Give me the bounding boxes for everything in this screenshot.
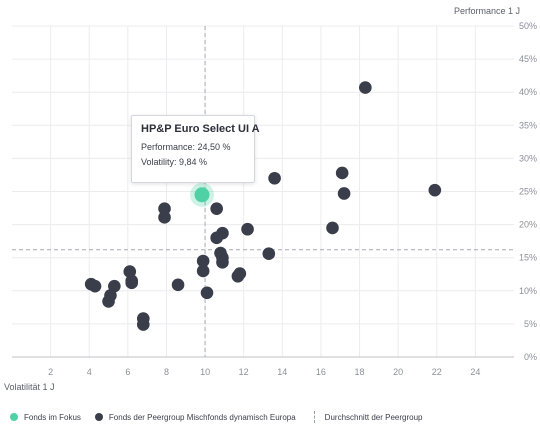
peer-data-point[interactable] bbox=[200, 286, 214, 300]
tooltip-volatility: Volatility: 9,84 % bbox=[141, 157, 208, 167]
peer-points bbox=[84, 81, 442, 331]
y-tick-label: 5% bbox=[524, 319, 537, 329]
legend-item-average[interactable]: Durchschnitt der Peergroup bbox=[310, 411, 423, 423]
x-tick-label: 8 bbox=[164, 367, 169, 377]
peer-data-point[interactable] bbox=[102, 295, 115, 308]
peer-data-point[interactable] bbox=[326, 221, 339, 235]
x-tick-label: 22 bbox=[432, 367, 442, 377]
x-axis-title: Volatilität 1 J bbox=[4, 382, 55, 392]
peer-data-point[interactable] bbox=[125, 274, 139, 288]
legend-focus-swatch bbox=[10, 413, 18, 421]
x-tick-label: 24 bbox=[470, 367, 480, 377]
peer-data-point[interactable] bbox=[241, 222, 254, 236]
y-tick-label: 45% bbox=[519, 54, 537, 64]
y-tick-label: 0% bbox=[524, 352, 537, 362]
peer-data-point[interactable] bbox=[88, 279, 102, 293]
y-axis-ticks: 0% 5% 10% 15% 20% 25% 30% 35% 40% 45% 50% bbox=[519, 21, 537, 362]
y-axis-title: Performance 1 J bbox=[454, 6, 520, 16]
x-tick-label: 10 bbox=[200, 367, 210, 377]
focus-point[interactable] bbox=[189, 182, 214, 207]
y-tick-label: 30% bbox=[519, 153, 537, 163]
peer-data-point[interactable] bbox=[216, 256, 229, 269]
x-tick-label: 14 bbox=[277, 367, 287, 377]
focus-data-point[interactable] bbox=[194, 187, 210, 203]
peer-data-point[interactable] bbox=[158, 211, 171, 224]
y-tick-label: 25% bbox=[519, 187, 537, 197]
peer-average-lines bbox=[12, 26, 514, 357]
scatter-chart: 0%5%10%15%20%25%30%35%40%45%50% 2 4 6 8 10 12… bbox=[4, 6, 537, 392]
peer-data-point[interactable] bbox=[359, 81, 372, 94]
peer-data-point[interactable] bbox=[136, 318, 150, 331]
peer-data-point[interactable] bbox=[210, 202, 223, 216]
peer-data-point[interactable] bbox=[171, 278, 185, 292]
peer-data-point[interactable] bbox=[337, 187, 351, 200]
legend-item-focus[interactable]: Fonds im Fokus bbox=[10, 413, 81, 422]
focus-tooltip: HP&P Euro Select UI A Performance: 24,50… bbox=[131, 115, 260, 183]
y-tick-label: 20% bbox=[519, 220, 537, 230]
peer-data-point[interactable] bbox=[196, 254, 210, 268]
x-tick-label: 12 bbox=[239, 367, 249, 377]
x-tick-label: 6 bbox=[125, 367, 130, 377]
y-tick-label: 35% bbox=[519, 120, 537, 130]
legend-peer-swatch bbox=[94, 413, 103, 421]
peer-data-point[interactable] bbox=[428, 183, 442, 197]
legend-item-peer[interactable]: Fonds der Peergroup Mischfonds dynamisch… bbox=[94, 412, 296, 422]
x-tick-label: 18 bbox=[355, 367, 365, 377]
x-axis-ticks: 2 4 6 8 10 12 14 16 18 20 22 24 bbox=[48, 367, 480, 377]
y-tick-label: 10% bbox=[519, 286, 537, 296]
peer-data-point[interactable] bbox=[262, 247, 276, 261]
tooltip-title: HP&P Euro Select UI A bbox=[141, 123, 260, 135]
x-tick-label: 20 bbox=[393, 367, 403, 377]
grid bbox=[12, 25, 514, 357]
legend-average-label: Durchschnitt der Peergroup bbox=[324, 412, 423, 422]
x-tick-label: 4 bbox=[87, 367, 92, 377]
peer-data-point[interactable] bbox=[268, 171, 281, 185]
peer-data-point[interactable] bbox=[233, 267, 247, 280]
y-tick-label: 50% bbox=[519, 21, 537, 31]
peer-data-point[interactable] bbox=[335, 166, 349, 180]
x-tick-label: 16 bbox=[316, 367, 326, 377]
peer-data-point[interactable] bbox=[210, 231, 223, 245]
tooltip-performance: Performance: 24,50 % bbox=[141, 142, 231, 152]
legend-average-swatch bbox=[313, 411, 315, 423]
peer-data-point[interactable] bbox=[196, 264, 210, 278]
x-tick-label: 2 bbox=[48, 367, 53, 377]
legend: Fonds im Fokus Fonds der Peergroup Misch… bbox=[10, 410, 437, 424]
legend-peer-label: Fonds der Peergroup Mischfonds dynamisch… bbox=[108, 412, 296, 422]
y-tick-label: 40% bbox=[519, 87, 537, 97]
legend-focus-label: Fonds im Fokus bbox=[24, 412, 81, 422]
peer-data-point[interactable] bbox=[158, 202, 171, 216]
y-tick-label: 15% bbox=[519, 253, 537, 263]
